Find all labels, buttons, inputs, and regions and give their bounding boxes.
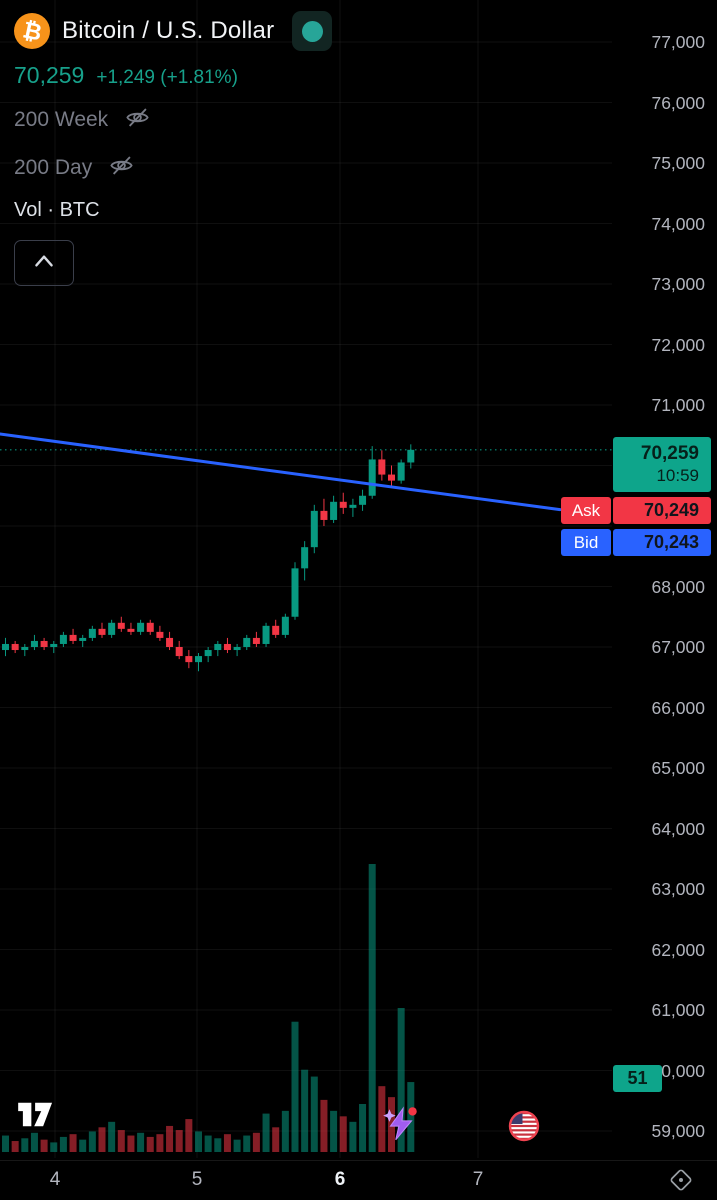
indicator-row-200-day[interactable]: 200 Day bbox=[14, 151, 332, 185]
time-tick: 5 bbox=[191, 1169, 203, 1190]
price-tick: 64,000 bbox=[651, 818, 705, 839]
btc-glyph: ₿ bbox=[20, 15, 44, 46]
bid-price-label: 70,243 bbox=[613, 529, 711, 556]
price-tick: 72,000 bbox=[651, 334, 705, 355]
price-tick: 62,000 bbox=[651, 939, 705, 960]
eye-off-icon[interactable] bbox=[124, 104, 151, 136]
price-change: +1,249 (+1.81%) bbox=[96, 67, 238, 88]
price-tick: 76,000 bbox=[651, 92, 705, 113]
volume-indicator-row[interactable]: Vol · BTC bbox=[14, 199, 332, 222]
price-tick: 60,000 bbox=[651, 1060, 705, 1081]
current-price-label: 70,259 10:59 bbox=[613, 437, 711, 492]
indicator-row-200-week[interactable]: 200 Week bbox=[14, 103, 332, 137]
price-tick: 61,000 bbox=[651, 1000, 705, 1020]
bitcoin-logo-icon: ₿ bbox=[14, 13, 50, 49]
current-price-value: 70,259 bbox=[640, 443, 699, 465]
time-tick: 4 bbox=[49, 1169, 61, 1190]
price-tick: 67,000 bbox=[651, 637, 705, 657]
price-tick: 74,000 bbox=[651, 213, 705, 234]
price-tick: 77,000 bbox=[651, 32, 705, 52]
eye-off-icon[interactable] bbox=[108, 152, 135, 184]
time-axis[interactable]: 4 5 6 7 bbox=[0, 1160, 717, 1200]
legend-collapse-button[interactable] bbox=[14, 240, 74, 286]
time-tick: 7 bbox=[472, 1169, 484, 1190]
price-tick: 68,000 bbox=[651, 576, 705, 597]
symbol-row[interactable]: ₿ Bitcoin / U.S. Dollar bbox=[14, 10, 333, 52]
price-tick: 63,000 bbox=[651, 879, 705, 899]
time-tick: 6 bbox=[334, 1169, 346, 1190]
market-open-dot-icon bbox=[301, 20, 323, 42]
crosshair-tracking-icon[interactable] bbox=[664, 1163, 698, 1200]
symbol-title: Bitcoin / U.S. Dollar bbox=[62, 17, 275, 44]
price-tick: 75,000 bbox=[651, 153, 705, 173]
price-tick: 66,000 bbox=[651, 697, 705, 718]
price-tick: 73,000 bbox=[651, 274, 705, 294]
current-volume-label: 51 bbox=[613, 1065, 662, 1092]
candlestick-chart-canvas[interactable] bbox=[0, 0, 717, 1160]
tradingview-logo[interactable] bbox=[14, 1098, 60, 1135]
volume-indicator-label: Vol · BTC bbox=[14, 199, 100, 221]
ask-price-label: 70,249 bbox=[613, 497, 711, 524]
price-tick: 71,000 bbox=[651, 395, 705, 415]
indicator-label: 200 Day bbox=[14, 156, 93, 179]
spark-assistant-icon[interactable] bbox=[380, 1103, 422, 1150]
chevron-up-icon bbox=[31, 250, 57, 277]
last-price: 70,259 bbox=[14, 62, 85, 88]
bar-countdown: 10:59 bbox=[656, 466, 699, 486]
price-axis[interactable]: 77,000 76,000 75,000 74,000 73,000 72,000 71,0… bbox=[612, 0, 717, 1160]
price-tick: 65,000 bbox=[651, 758, 705, 778]
price-tick: 59,000 bbox=[651, 1121, 705, 1141]
market-status-button[interactable] bbox=[292, 11, 333, 51]
ask-tag: Ask bbox=[561, 497, 611, 524]
indicator-label: 200 Week bbox=[14, 108, 109, 131]
us-economic-event-icon[interactable] bbox=[507, 1109, 541, 1148]
price-row: 70,259 +1,249 (+1.81%) bbox=[14, 62, 332, 89]
bid-tag: Bid bbox=[561, 529, 611, 556]
chart-header: ₿ Bitcoin / U.S. Dollar 70,259 +1,249 (+… bbox=[14, 10, 333, 286]
